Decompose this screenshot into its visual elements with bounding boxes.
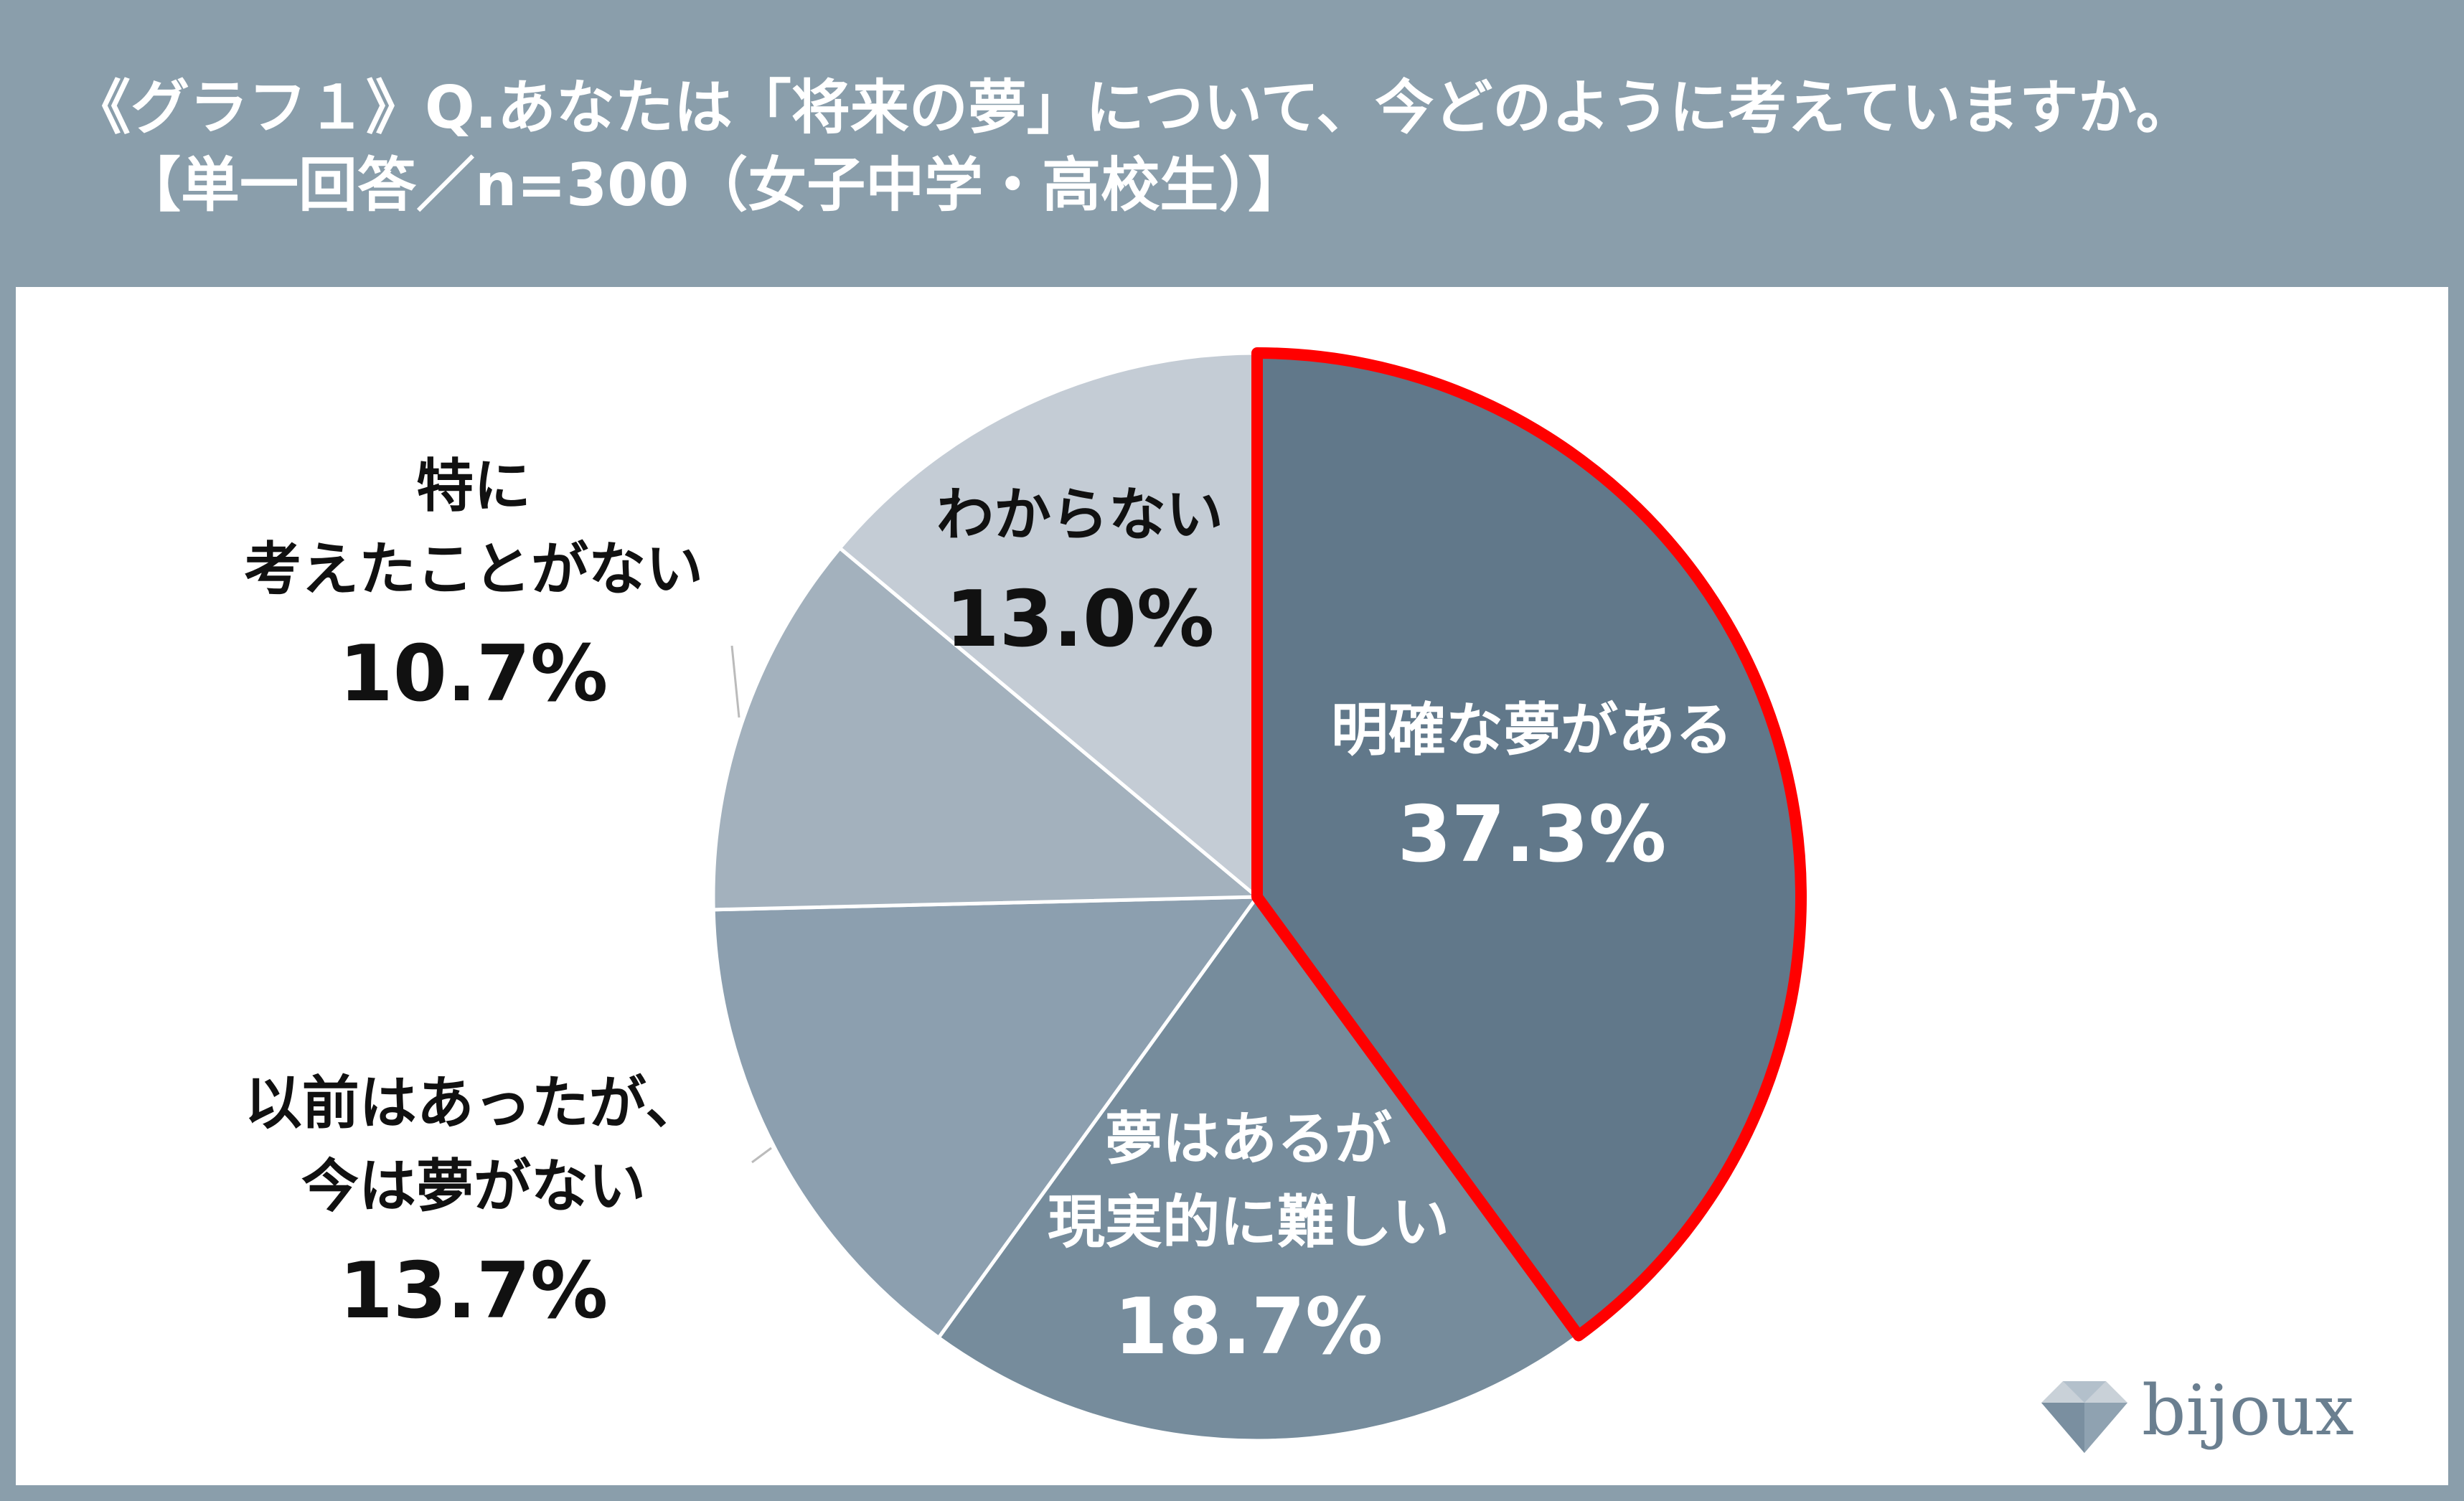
slice-name-4-0: わからない [936, 481, 1223, 548]
slice-value-4: 13.0% [945, 575, 1215, 664]
highlight-outline [1251, 347, 1807, 1342]
slice-label-1: 夢はあるが現実的に難しい 18.7% [1048, 1098, 1449, 1384]
slice-value-3: 10.7% [339, 629, 608, 719]
leader-line-2 [751, 1147, 772, 1164]
pie-slice-2 [711, 895, 1261, 1340]
slice-name-2-1: 今は夢がない [301, 1153, 646, 1220]
slice-name-3-0: 特に [416, 453, 531, 519]
slice-name-1-0: 夢はあるが [1105, 1106, 1392, 1172]
pie-slice-1 [936, 893, 1581, 1443]
logo-text: bijoux [2142, 1370, 2354, 1451]
slice-name-3-1: 考えたことがない [244, 536, 703, 603]
slice-name-1-1: 現実的に難しい [1048, 1189, 1449, 1256]
pie-slice-3 [711, 545, 1262, 912]
chart-subtitle: 【単一回答／n=300（女子中学・高校生）】 [122, 151, 1307, 220]
slice-value-1: 18.7% [1114, 1282, 1383, 1372]
slice-name-0-0: 明確な夢がある [1331, 697, 1733, 763]
slice-value-0: 37.3% [1397, 790, 1667, 880]
diamond-icon [2041, 1381, 2127, 1453]
chart-title: 《グラフ１》Q.あなたは「将来の夢」について、今どのように考えていますか。 [72, 74, 2195, 142]
leader-line-3 [730, 645, 740, 718]
pie-slice-4 [837, 351, 1259, 901]
slice-label-0: 明確な夢がある 37.3% [1331, 689, 1733, 892]
slice-label-4: わからない 13.0% [936, 474, 1223, 677]
slice-name-2-0: 以前はあったが、 [244, 1070, 703, 1137]
slice-label-2: 以前はあったが、 今は夢がない 13.7% [245, 1062, 702, 1348]
title-bar: 《グラフ１》Q.あなたは「将来の夢」について、今どのように考えていますか。 【単… [0, 0, 2464, 287]
slice-value-2: 13.7% [339, 1246, 608, 1336]
slice-label-3: 特に考えたことがない 10.7% [244, 445, 703, 731]
